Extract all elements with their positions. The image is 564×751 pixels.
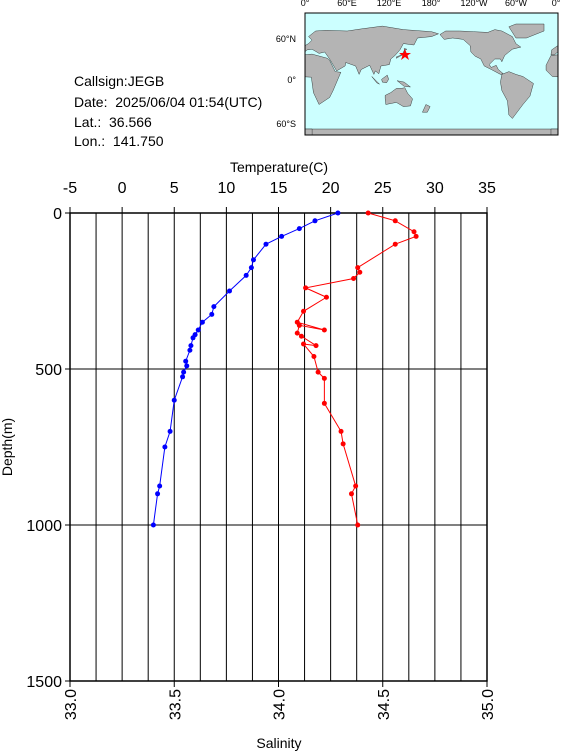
data-point: [248, 265, 254, 271]
data-point: [180, 374, 186, 380]
callsign: Callsign:JEGB: [74, 73, 164, 89]
data-point: [162, 444, 168, 450]
data-point: [321, 400, 327, 406]
data-point: [392, 241, 398, 247]
data-point: [338, 428, 344, 434]
data-point: [357, 269, 363, 275]
data-point: [157, 483, 163, 489]
data-point: [355, 522, 361, 528]
data-point: [184, 363, 190, 369]
data-point: [340, 441, 346, 447]
data-point: [243, 272, 249, 278]
data-point: [321, 327, 327, 333]
x-tick-label: 35: [478, 180, 496, 197]
lon-label: 60°E: [337, 0, 357, 8]
land: [305, 23, 558, 135]
data-point: [181, 369, 187, 375]
data-point: [353, 483, 359, 489]
data-point: [171, 397, 177, 403]
station-marker: [399, 49, 411, 60]
date: Date: 2025/06/04 01:54(UTC): [74, 94, 262, 110]
lon-label: 120°W: [460, 0, 488, 8]
data-point: [351, 276, 357, 282]
info-block: Callsign:JEGB Date: 2025/06/04 01:54(UTC…: [74, 73, 262, 149]
data-point: [250, 257, 256, 263]
lat-label: 60°S: [276, 119, 296, 129]
y-tick-label: 1000: [26, 518, 62, 535]
data-point: [315, 369, 321, 375]
data-point: [279, 233, 285, 239]
data-point: [294, 330, 300, 336]
data-point: [155, 491, 161, 497]
data-point: [183, 358, 189, 364]
lon-label: 180°: [422, 0, 441, 8]
x-tick-label: 5: [170, 180, 179, 197]
x2-tick-label: 34.0: [272, 689, 289, 720]
lon-label: 0°: [552, 0, 561, 8]
data-point: [296, 226, 302, 232]
x-tick-label: -5: [63, 180, 77, 197]
y-tick-label: 1500: [26, 674, 62, 691]
lat-label: 60°N: [276, 34, 296, 44]
data-point: [167, 428, 173, 434]
data-point: [150, 522, 156, 528]
lat-label: 0°: [287, 75, 296, 85]
x-tick-label: 25: [374, 180, 392, 197]
data-point: [335, 210, 341, 216]
x-tick-label: 20: [322, 180, 340, 197]
data-point: [312, 218, 318, 224]
data-point: [311, 354, 317, 360]
data-point: [190, 335, 196, 341]
lon-label: 60°W: [505, 0, 528, 8]
y-tick-label: 500: [35, 362, 62, 379]
data-point: [199, 319, 205, 325]
data-point: [188, 343, 194, 349]
x2-tick-label: 33.5: [167, 689, 184, 720]
y-tick-label: 0: [53, 206, 62, 223]
x2-tick-label: 33.0: [63, 689, 80, 720]
x2-axis-title: Salinity: [256, 735, 301, 751]
x-axis-title: Temperature(C): [230, 159, 328, 175]
lon-label: 0°: [301, 0, 310, 8]
x-tick-label: 10: [217, 180, 235, 197]
lon-label: 120°E: [377, 0, 402, 8]
data-point: [323, 294, 329, 300]
data-point: [411, 229, 417, 235]
data-point: [321, 375, 327, 381]
y-axis-title: Depth(m): [0, 418, 15, 476]
x-tick-label: 15: [270, 180, 288, 197]
data-point: [313, 343, 319, 349]
x-tick-label: 30: [426, 180, 444, 197]
map-frame: [304, 12, 559, 136]
data-point: [187, 347, 193, 353]
data-point: [303, 285, 309, 291]
latitude: Lat.: 36.566: [74, 114, 152, 130]
data-point: [195, 327, 201, 333]
data-point: [365, 210, 371, 216]
data-point: [211, 304, 217, 310]
data-point: [348, 491, 354, 497]
data-point: [392, 218, 398, 224]
longitude: Lon.: 141.750: [74, 133, 164, 149]
data-point: [263, 241, 269, 247]
x-tick-label: 0: [118, 180, 127, 197]
x2-tick-label: 35.0: [480, 689, 497, 720]
data-point: [298, 333, 304, 339]
data-point: [209, 311, 215, 317]
data-point: [296, 322, 302, 328]
x2-tick-label: 34.5: [376, 689, 393, 720]
data-point: [355, 265, 361, 271]
data-point: [413, 233, 419, 239]
map: 0° 60°E 120°E 180° 120°W 60°W 0° 60°N 0°…: [276, 0, 561, 136]
data-point: [301, 308, 307, 314]
data-point: [227, 288, 233, 294]
data-point: [301, 341, 307, 347]
